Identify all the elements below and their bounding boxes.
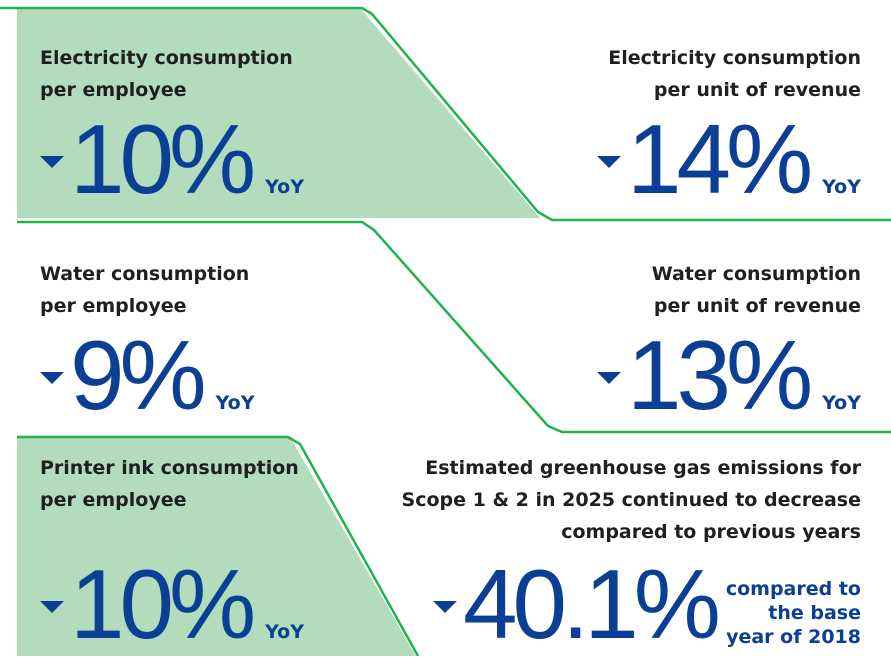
label-line: Scope 1 & 2 in 2025 continued to decreas…: [401, 489, 861, 511]
label-line: per employee: [40, 79, 187, 101]
label-line: per unit of revenue: [653, 295, 861, 317]
label-line: Electricity consumption: [40, 47, 293, 69]
metric-figure: 10% YoY: [40, 110, 304, 208]
metric-label: Electricity consumption per employee: [40, 42, 293, 106]
label-line: per employee: [40, 489, 187, 511]
metric-value: 40.1%: [462, 549, 721, 659]
metric-unit: YoY: [265, 176, 304, 198]
metric-unit: YoY: [822, 176, 861, 198]
metric-value: 9%: [70, 320, 207, 430]
metric-value: 14%: [627, 104, 813, 214]
down-arrow: [597, 156, 622, 168]
down-arrow: [40, 601, 64, 613]
panel-fill: [17, 437, 416, 656]
down-arrow: [597, 372, 622, 384]
note-line: compared to: [725, 578, 861, 600]
down-arrow: [40, 156, 64, 168]
label-line: Estimated greenhouse gas emissions for: [425, 457, 861, 479]
metric-unit: YoY: [265, 621, 304, 643]
metric-figure: 14% YoY: [597, 110, 861, 208]
metric-value: 10%: [70, 549, 256, 659]
metric-value: 10%: [70, 104, 256, 214]
label-line: per employee: [40, 295, 187, 317]
metric-unit: YoY: [215, 392, 255, 414]
metric-figure: 10% YoY: [40, 555, 304, 653]
panel-fill: [17, 8, 540, 218]
metric-figure: 9% YoY: [40, 326, 254, 424]
metric-label: Electricity consumption per unit of reve…: [608, 42, 861, 106]
label-line: Water consumption: [40, 263, 250, 285]
label-line: compared to previous years: [561, 521, 861, 543]
metric-unit: YoY: [822, 392, 861, 414]
note-line: the base: [768, 602, 861, 624]
metric-figure: 13% YoY: [597, 326, 861, 424]
metric-value: 13%: [627, 320, 813, 430]
metric-label: Water consumption per unit of revenue: [652, 258, 861, 322]
metric-figure: 40.1% compared to the base year of 2018: [432, 549, 861, 659]
note-line: year of 2018: [726, 626, 861, 648]
metric-label: Printer ink consumption per employee: [40, 452, 299, 516]
label-line: Water consumption: [651, 263, 861, 285]
divider: [0, 6, 891, 222]
down-arrow: [40, 372, 64, 384]
label-line: Electricity consumption: [608, 47, 861, 69]
divider: [17, 220, 891, 434]
down-arrow: [432, 601, 457, 613]
metric-note: compared to the base year of 2018: [726, 577, 861, 649]
metric-label: Water consumption per employee: [40, 258, 249, 322]
divider: [17, 435, 420, 656]
label-line: per unit of revenue: [653, 79, 861, 101]
metric-label: Estimated greenhouse gas emissions for S…: [402, 452, 861, 548]
label-line: Printer ink consumption: [40, 457, 299, 479]
